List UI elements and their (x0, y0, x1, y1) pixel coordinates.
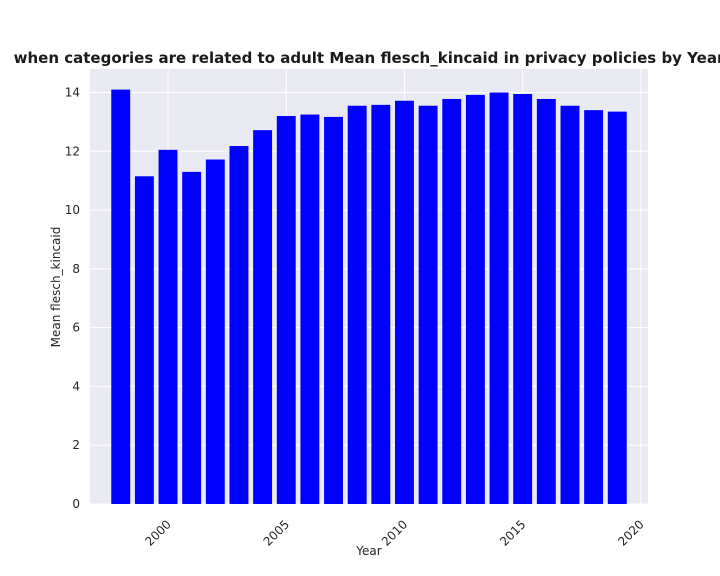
bar-2000 (158, 149, 178, 504)
y-tick-labels: 0 2 4 6 8 10 12 14 (65, 86, 80, 511)
x-tick-label: 2020 (615, 517, 646, 548)
y-tick-label: 10 (65, 203, 80, 217)
y-tick-label: 4 (72, 379, 80, 393)
y-tick-label: 14 (65, 86, 80, 100)
bar-2015 (513, 93, 533, 505)
bar-2006 (300, 114, 320, 504)
bar-2017 (560, 105, 580, 504)
bar-2012 (442, 98, 462, 504)
bars (111, 89, 627, 505)
bar-2019 (607, 111, 627, 505)
bar-1998 (111, 89, 131, 504)
bar-2018 (584, 110, 604, 504)
y-tick-label: 6 (72, 321, 80, 335)
bar-2009 (371, 104, 391, 505)
bar-2004 (253, 130, 273, 504)
bar-2008 (347, 105, 367, 504)
x-axis-label: Year (355, 544, 381, 558)
bar-2011 (418, 105, 438, 504)
x-tick-label: 2010 (379, 517, 410, 548)
y-axis-label: Mean flesch_kincaid (49, 227, 63, 348)
x-tick-label: 2005 (261, 517, 292, 548)
bar-2016 (536, 98, 556, 504)
chart-title: when categories are related to adult Mea… (14, 49, 720, 67)
bar-2001 (182, 171, 202, 504)
y-tick-label: 2 (72, 438, 80, 452)
bar-2003 (229, 146, 249, 504)
bar-2005 (276, 116, 296, 504)
x-tick-labels: 2000 2005 2010 2015 2020 (142, 517, 646, 548)
bar-1999 (134, 176, 154, 505)
y-tick-label: 8 (72, 262, 80, 276)
bar-2007 (324, 116, 343, 504)
bar-2014 (489, 92, 509, 504)
bar-2013 (465, 94, 485, 504)
y-tick-label: 12 (65, 144, 80, 158)
bar-2010 (395, 100, 414, 505)
y-tick-label: 0 (72, 497, 80, 511)
x-tick-label: 2015 (497, 517, 528, 548)
bar-2002 (205, 159, 225, 504)
x-tick-label: 2000 (142, 517, 173, 548)
